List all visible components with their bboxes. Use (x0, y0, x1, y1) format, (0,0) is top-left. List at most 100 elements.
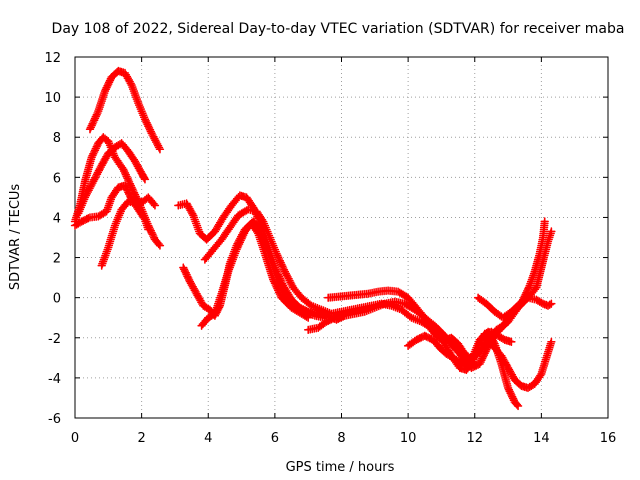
y-tick-label: 10 (44, 91, 61, 106)
data-point-markers (80, 155, 96, 186)
data-point-markers (297, 293, 315, 309)
data-point-markers (403, 336, 419, 350)
data-point-markers (269, 275, 285, 301)
data-point-markers (99, 133, 111, 145)
data-point-markers (460, 349, 473, 361)
data-point-markers (225, 213, 242, 232)
data-point-markers (210, 291, 226, 318)
data-point-markers (532, 295, 546, 307)
data-point-markers (197, 315, 212, 330)
x-tick-label: 4 (204, 431, 212, 446)
data-point-markers (227, 192, 243, 210)
data-point-markers (147, 129, 164, 152)
axis-ticks: 0 2 4 6 8 10 12 14 16 -6 -4 -2 0 2 4 6 8 10 12 (44, 51, 616, 446)
data-point-markers (117, 198, 132, 214)
data-point-markers (498, 308, 514, 322)
data-point-markers (217, 225, 233, 244)
data-point-markers (260, 249, 277, 282)
x-tick-label: 14 (533, 431, 550, 446)
y-tick-label: 6 (53, 171, 61, 186)
series-1 (85, 66, 165, 154)
data-point-markers (144, 193, 158, 208)
data-point-markers (124, 147, 139, 164)
data-point-markers (94, 208, 110, 221)
data-point-markers (277, 293, 295, 311)
data-point-markers (442, 349, 456, 361)
chart-title: Day 108 of 2022, Sidereal Day-to-day VTE… (52, 21, 625, 37)
y-tick-label: 4 (53, 211, 61, 226)
data-point-markers (393, 287, 411, 301)
data-point-markers (480, 333, 496, 349)
data-point-marker (513, 401, 523, 411)
data-point-markers (448, 353, 463, 365)
data-point-markers (89, 162, 105, 186)
data-point-markers (110, 153, 127, 172)
x-tick-label: 12 (466, 431, 483, 446)
data-point-markers (137, 169, 149, 182)
data-point-markers (287, 303, 305, 317)
data-point-markers (427, 325, 441, 341)
data-point-markers (247, 219, 262, 236)
data-point-marker (547, 337, 556, 346)
data-point-markers (202, 228, 218, 244)
y-axis-label: SDTVAR / TECUs (8, 184, 23, 291)
data-point-markers (435, 343, 450, 357)
data-point-markers (219, 202, 235, 222)
data-point-markers (400, 299, 418, 313)
data-point-markers (134, 205, 148, 222)
data-point-markers (224, 247, 240, 276)
data-point-markers (280, 267, 297, 291)
data-point-markers (107, 184, 122, 202)
data-point-markers (259, 217, 274, 240)
data-point-markers (297, 309, 311, 321)
data-point-markers (264, 241, 279, 270)
data-point-marker (144, 225, 153, 234)
data-point-markers (217, 269, 232, 298)
data-point-markers (192, 289, 207, 309)
data-point-markers (543, 300, 554, 310)
data-point-markers (510, 375, 525, 389)
data-point-markers (428, 335, 443, 351)
data-point-marker (150, 201, 160, 210)
data-point-markers (510, 397, 522, 409)
x-tick-label: 2 (137, 431, 145, 446)
data-point-markers (97, 150, 112, 170)
data-point-markers (80, 178, 97, 202)
data-point-markers (468, 337, 484, 360)
data-point-markers (473, 293, 489, 307)
series-13 (473, 293, 556, 322)
data-point-markers (134, 98, 149, 122)
data-point-markers (447, 333, 461, 347)
data-point-markers (430, 321, 448, 339)
data-point-markers (130, 157, 145, 176)
data-point-markers (254, 229, 269, 256)
data-point-markers (200, 247, 217, 264)
data-point-markers (117, 139, 132, 154)
data-point-markers (150, 235, 163, 249)
data-point-markers (503, 363, 518, 383)
data-point-markers (420, 313, 435, 333)
data-point-markers (364, 287, 381, 298)
data-point-markers (492, 322, 506, 334)
data-point-markers (462, 353, 477, 371)
data-point-markers (272, 249, 289, 274)
x-tick-label: 8 (337, 431, 345, 446)
x-tick-label: 0 (71, 431, 79, 446)
data-point-markers (497, 351, 512, 371)
data-point-markers (537, 239, 552, 272)
data-point-markers (523, 380, 538, 393)
data-point-markers (542, 339, 555, 362)
data-point-markers (289, 283, 305, 301)
data-point-markers (497, 359, 512, 391)
data-point-markers (104, 223, 119, 252)
data-point-markers (70, 218, 85, 230)
data-point-marker (547, 299, 556, 308)
data-point-markers (482, 299, 498, 315)
data-point-marker (547, 227, 556, 236)
data-point-markers (185, 277, 200, 297)
data-point-markers (104, 144, 118, 158)
x-tick-label: 16 (600, 431, 617, 446)
data-point-markers (242, 193, 257, 210)
data-point-markers (295, 303, 311, 316)
